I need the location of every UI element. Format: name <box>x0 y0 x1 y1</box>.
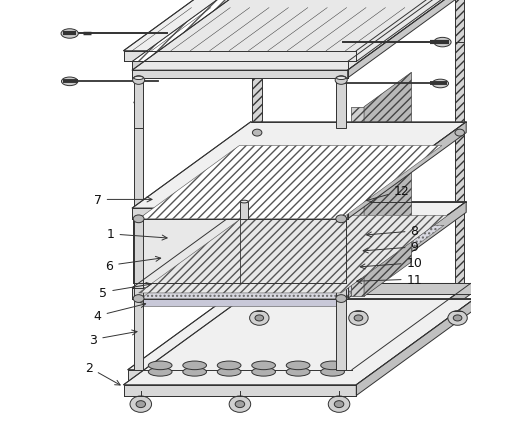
Ellipse shape <box>133 215 144 223</box>
Text: 12: 12 <box>366 185 409 202</box>
Ellipse shape <box>454 130 464 137</box>
Polygon shape <box>347 202 465 299</box>
Polygon shape <box>132 202 465 288</box>
Polygon shape <box>134 79 143 129</box>
Polygon shape <box>455 0 463 43</box>
Polygon shape <box>356 299 474 396</box>
Ellipse shape <box>336 101 345 105</box>
Polygon shape <box>133 215 346 284</box>
Polygon shape <box>246 284 470 295</box>
Polygon shape <box>132 0 465 62</box>
Ellipse shape <box>217 368 241 376</box>
Ellipse shape <box>134 77 143 80</box>
Ellipse shape <box>320 368 344 376</box>
Ellipse shape <box>335 295 346 303</box>
Polygon shape <box>346 189 381 284</box>
Ellipse shape <box>132 77 145 85</box>
Ellipse shape <box>335 215 346 223</box>
Polygon shape <box>132 0 465 71</box>
Ellipse shape <box>217 361 241 370</box>
Ellipse shape <box>431 80 447 89</box>
Polygon shape <box>356 0 474 62</box>
Ellipse shape <box>336 77 345 80</box>
Polygon shape <box>132 209 347 219</box>
Polygon shape <box>336 103 345 370</box>
Text: 6: 6 <box>105 257 160 272</box>
Ellipse shape <box>252 130 262 137</box>
Ellipse shape <box>182 368 206 376</box>
Ellipse shape <box>251 368 275 376</box>
Polygon shape <box>132 71 347 79</box>
Ellipse shape <box>453 315 461 321</box>
Ellipse shape <box>334 77 347 85</box>
Ellipse shape <box>254 315 263 321</box>
Polygon shape <box>252 0 261 43</box>
Ellipse shape <box>182 361 206 370</box>
Text: 4: 4 <box>94 303 146 322</box>
Polygon shape <box>133 189 381 215</box>
Ellipse shape <box>433 38 450 48</box>
Ellipse shape <box>348 311 367 326</box>
Ellipse shape <box>328 396 349 412</box>
Polygon shape <box>454 17 464 284</box>
Ellipse shape <box>320 361 344 370</box>
Text: 10: 10 <box>359 257 421 270</box>
Polygon shape <box>128 370 351 381</box>
Text: 1: 1 <box>106 228 167 241</box>
Polygon shape <box>123 385 356 396</box>
Polygon shape <box>132 62 347 71</box>
Ellipse shape <box>229 396 250 412</box>
Polygon shape <box>350 108 363 297</box>
Polygon shape <box>140 226 443 299</box>
Polygon shape <box>347 0 465 79</box>
Ellipse shape <box>148 368 172 376</box>
Polygon shape <box>123 52 356 62</box>
Ellipse shape <box>353 315 362 321</box>
Ellipse shape <box>286 361 309 370</box>
Polygon shape <box>123 299 474 385</box>
Polygon shape <box>347 123 465 219</box>
Text: 2: 2 <box>85 361 120 385</box>
Polygon shape <box>134 103 143 370</box>
Polygon shape <box>336 79 345 129</box>
Ellipse shape <box>133 295 144 303</box>
Text: 9: 9 <box>362 241 417 254</box>
Ellipse shape <box>240 201 247 203</box>
Polygon shape <box>240 202 247 219</box>
Ellipse shape <box>61 30 78 39</box>
Polygon shape <box>132 123 465 209</box>
Text: 7: 7 <box>94 194 152 206</box>
Text: 11: 11 <box>356 273 421 286</box>
Polygon shape <box>347 0 465 71</box>
Ellipse shape <box>333 401 343 408</box>
Polygon shape <box>252 17 262 284</box>
Polygon shape <box>128 284 470 370</box>
Polygon shape <box>138 216 447 293</box>
Polygon shape <box>363 73 411 297</box>
Ellipse shape <box>148 361 172 370</box>
Ellipse shape <box>235 401 244 408</box>
Ellipse shape <box>136 401 145 408</box>
Ellipse shape <box>249 311 268 326</box>
Polygon shape <box>138 146 441 219</box>
Ellipse shape <box>130 396 151 412</box>
Text: 8: 8 <box>366 225 418 238</box>
Ellipse shape <box>134 101 143 105</box>
Polygon shape <box>132 288 347 299</box>
Text: 5: 5 <box>99 283 151 299</box>
Ellipse shape <box>251 361 275 370</box>
Ellipse shape <box>447 311 466 326</box>
Polygon shape <box>140 299 343 307</box>
Polygon shape <box>351 284 470 381</box>
Text: 3: 3 <box>89 330 137 346</box>
Polygon shape <box>123 0 474 52</box>
Ellipse shape <box>286 368 309 376</box>
Ellipse shape <box>62 78 78 86</box>
